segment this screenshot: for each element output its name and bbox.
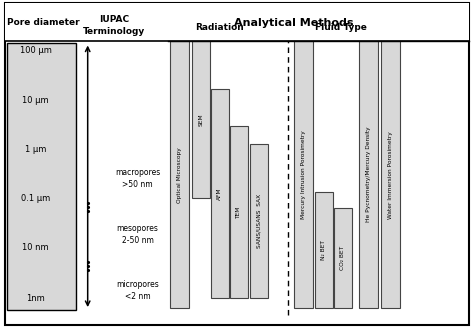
Text: 10 nm: 10 nm [22, 243, 49, 252]
Text: IUPAC: IUPAC [99, 15, 129, 24]
Text: Mercury Intrusion Porosimetry: Mercury Intrusion Porosimetry [301, 130, 306, 219]
Text: 0.1 μm: 0.1 μm [21, 194, 50, 203]
Text: Analytical Methods: Analytical Methods [234, 18, 354, 28]
Text: TEM: TEM [237, 206, 241, 218]
Bar [7, 43, 76, 310]
Bar [211, 89, 229, 298]
Text: mesopores
2-50 nm: mesopores 2-50 nm [117, 224, 158, 245]
Text: micropores
<2 nm: micropores <2 nm [116, 280, 159, 301]
Text: macropores
>50 nm: macropores >50 nm [115, 168, 160, 189]
Text: N₂ BET: N₂ BET [321, 240, 326, 260]
Text: 1nm: 1nm [26, 294, 45, 303]
Bar [334, 208, 352, 308]
Bar [192, 41, 210, 198]
Text: Radiation: Radiation [195, 23, 244, 32]
Text: He Pycnometry/Mercury Density: He Pycnometry/Mercury Density [366, 127, 371, 222]
Bar [359, 41, 378, 308]
Text: CO₂ BET: CO₂ BET [340, 246, 345, 270]
Text: SEM: SEM [199, 113, 203, 126]
Text: AFM: AFM [218, 187, 222, 200]
Bar [315, 192, 333, 308]
Bar [381, 41, 400, 308]
Text: Water Immersion Porosimetry: Water Immersion Porosimetry [388, 131, 392, 218]
Bar [250, 144, 268, 298]
Text: 10 μm: 10 μm [22, 95, 49, 105]
Bar [5, 3, 469, 41]
Text: 1 μm: 1 μm [25, 145, 46, 154]
Text: Pore diameter: Pore diameter [7, 18, 80, 28]
Text: Terminology: Terminology [82, 27, 145, 36]
Bar [294, 41, 313, 308]
Text: Fluid Type: Fluid Type [315, 23, 367, 32]
Bar [170, 41, 189, 308]
Text: Optical Microscopy: Optical Microscopy [177, 147, 182, 202]
Bar [230, 126, 248, 298]
Text: 100 μm: 100 μm [19, 46, 52, 55]
Text: SANS/USANS  SAX: SANS/USANS SAX [256, 194, 261, 249]
